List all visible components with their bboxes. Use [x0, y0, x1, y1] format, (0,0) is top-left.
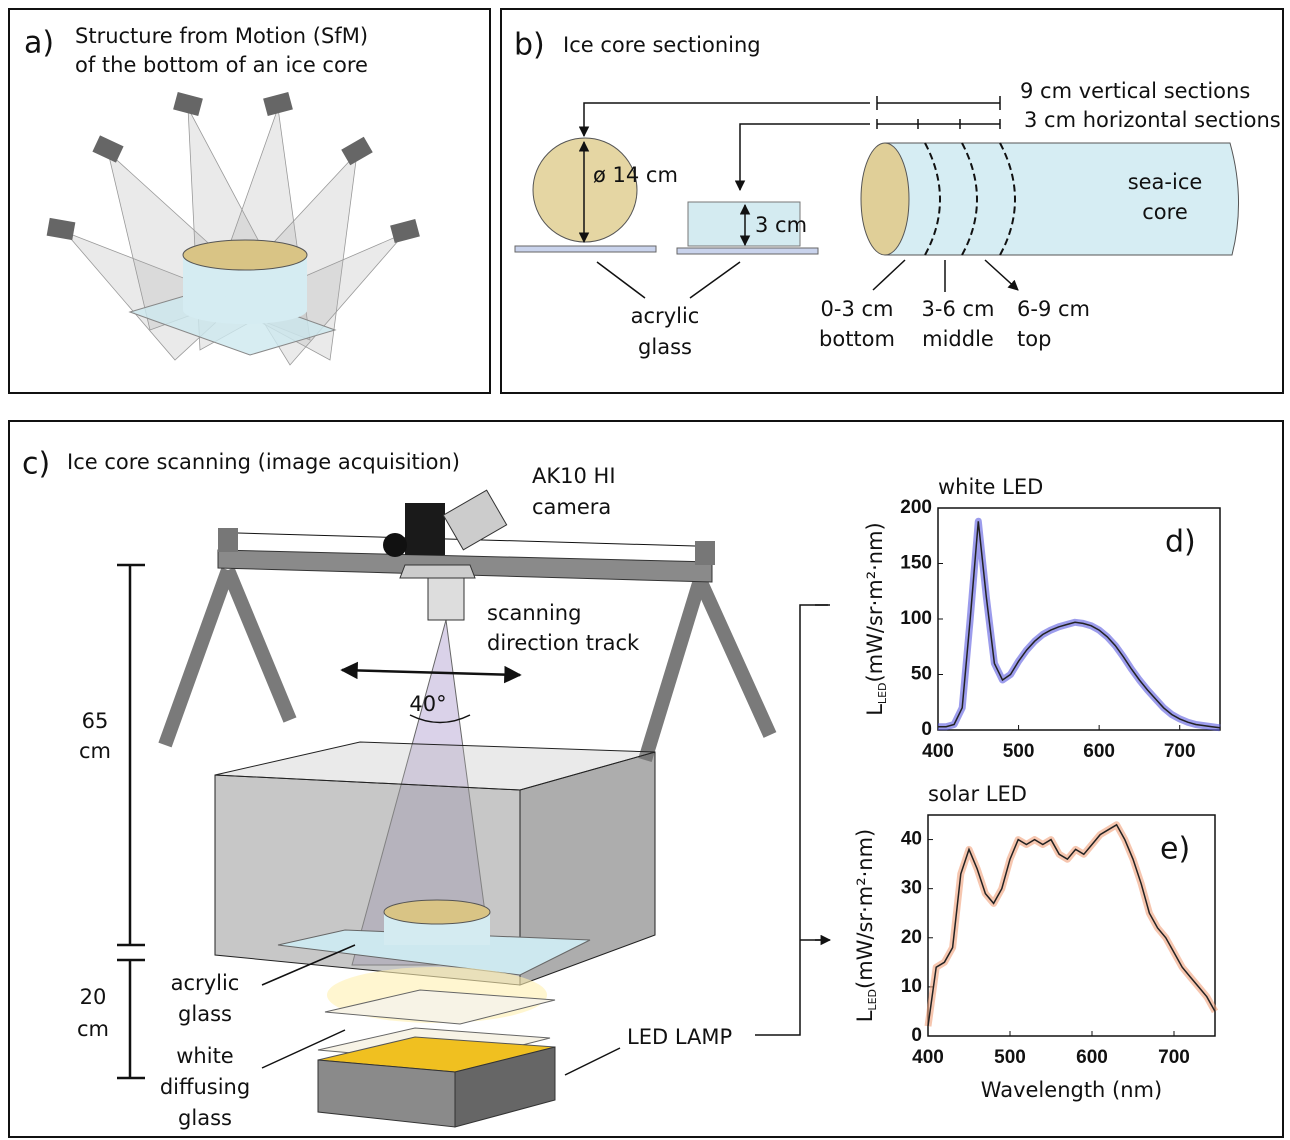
camera-mount — [400, 565, 475, 578]
label: white — [176, 1044, 233, 1068]
panel-a: a) Structure from Motion (SfM) of the bo… — [9, 9, 490, 393]
core-end — [861, 143, 909, 255]
panel-label: d) — [1165, 525, 1196, 560]
plate — [677, 248, 818, 254]
leader — [740, 124, 870, 190]
x-tick-label: 500 — [1003, 741, 1035, 762]
y-tick-label: 50 — [911, 664, 932, 685]
y-tick-label: 200 — [900, 497, 932, 518]
ice-core-top — [183, 240, 307, 270]
dimension — [117, 565, 145, 1078]
panel-c: c) Ice core scanning (image acquisition)… — [9, 421, 1283, 1137]
label: core — [1142, 200, 1188, 224]
core-disc — [533, 138, 637, 242]
label: scanning — [487, 601, 581, 625]
panel-label: c) — [22, 447, 50, 482]
panel-label: e) — [1160, 832, 1190, 867]
y-tick-label: 150 — [900, 553, 932, 574]
connector-arrow — [815, 605, 830, 940]
plate — [515, 246, 656, 252]
y-label-unit: (mW/sr·m²·nm) — [863, 522, 887, 682]
label: 20 — [80, 985, 107, 1009]
post — [695, 541, 715, 565]
y-label-sub: LED — [866, 989, 879, 1011]
leader — [584, 103, 870, 136]
panel-title: Structure from Motion (SfM) — [75, 24, 368, 48]
y-tick-label: 20 — [901, 927, 922, 948]
sea-ice-core — [885, 143, 1239, 255]
bracket — [877, 119, 1000, 129]
panel-title: Ice core sectioning — [563, 33, 761, 57]
y-axis-label: LLED(mW/sr·m²·nm) — [853, 829, 879, 1023]
panel-title: of the bottom of an ice core — [75, 53, 368, 77]
panel-label: a) — [24, 26, 54, 61]
panel-b: b) Ice core sectioning 9 cm vertical sec… — [501, 9, 1283, 393]
charts: 400500600700050100150200white LEDd)LLED(… — [853, 475, 1220, 1102]
gantry-legs — [165, 570, 770, 760]
label: 3-6 cm — [922, 297, 995, 321]
chart-title: solar LED — [928, 782, 1027, 806]
panel-label: b) — [514, 28, 545, 63]
label: sea-ice — [1128, 170, 1203, 194]
camera — [383, 533, 407, 557]
x-tick-label: 600 — [1083, 741, 1115, 762]
label: 40° — [409, 692, 446, 716]
label: ø 14 cm — [593, 163, 678, 187]
ice-core-top — [384, 900, 490, 924]
y-label-sub: LED — [876, 682, 889, 704]
y-label-symbol: L — [863, 704, 887, 716]
label: glass — [178, 1002, 232, 1026]
x-tick-label: 600 — [1076, 1047, 1108, 1068]
y-tick-label: 0 — [921, 719, 932, 740]
camera — [443, 490, 506, 550]
label: middle — [922, 327, 994, 351]
chart-title: white LED — [938, 475, 1043, 499]
camera — [405, 503, 445, 555]
connector — [755, 605, 828, 1035]
label: cm — [79, 739, 111, 763]
lens — [428, 578, 464, 620]
leader — [597, 262, 740, 298]
label: LED LAMP — [627, 1025, 732, 1049]
x-tick-label: 500 — [994, 1047, 1026, 1068]
label: 3 cm — [755, 213, 807, 237]
label: acrylic — [171, 971, 240, 995]
x-tick-label: 400 — [912, 1047, 944, 1068]
panel-title: Ice core scanning (image acquisition) — [67, 450, 460, 474]
label: glass — [178, 1106, 232, 1130]
y-label-unit: (mW/sr·m²·nm) — [853, 829, 877, 989]
label: bottom — [819, 327, 895, 351]
x-tick-label: 700 — [1158, 1047, 1190, 1068]
label: 6-9 cm — [1017, 297, 1090, 321]
x-tick-label: 700 — [1164, 741, 1196, 762]
label: glass — [638, 335, 692, 359]
lamp-front — [318, 1060, 455, 1127]
y-tick-label: 100 — [900, 608, 932, 629]
y-tick-label: 30 — [901, 878, 922, 899]
label: top — [1017, 327, 1051, 351]
ice-core-base — [183, 296, 307, 324]
y-tick-label: 0 — [911, 1025, 922, 1046]
label: 3 cm horizontal sections — [1024, 108, 1281, 132]
label: camera — [532, 495, 611, 519]
x-tick-label: 400 — [922, 741, 954, 762]
post — [218, 528, 238, 552]
y-tick-label: 10 — [901, 976, 922, 997]
label: AK10 HI — [532, 464, 616, 488]
label: direction track — [487, 631, 640, 655]
leader — [873, 260, 1018, 292]
y-tick-label: 40 — [901, 829, 922, 850]
label: 9 cm vertical sections — [1020, 79, 1250, 103]
x-axis-label: Wavelength (nm) — [981, 1078, 1162, 1102]
label: cm — [77, 1017, 109, 1041]
figure: a) Structure from Motion (SfM) of the bo… — [0, 0, 1290, 1140]
label: diffusing — [160, 1075, 250, 1099]
label: 65 — [82, 709, 109, 733]
y-label-symbol: L — [853, 1010, 877, 1022]
y-axis-label: LLED(mW/sr·m²·nm) — [863, 522, 889, 716]
bracket — [877, 96, 1000, 110]
label: acrylic — [631, 304, 700, 328]
label: 0-3 cm — [821, 297, 894, 321]
